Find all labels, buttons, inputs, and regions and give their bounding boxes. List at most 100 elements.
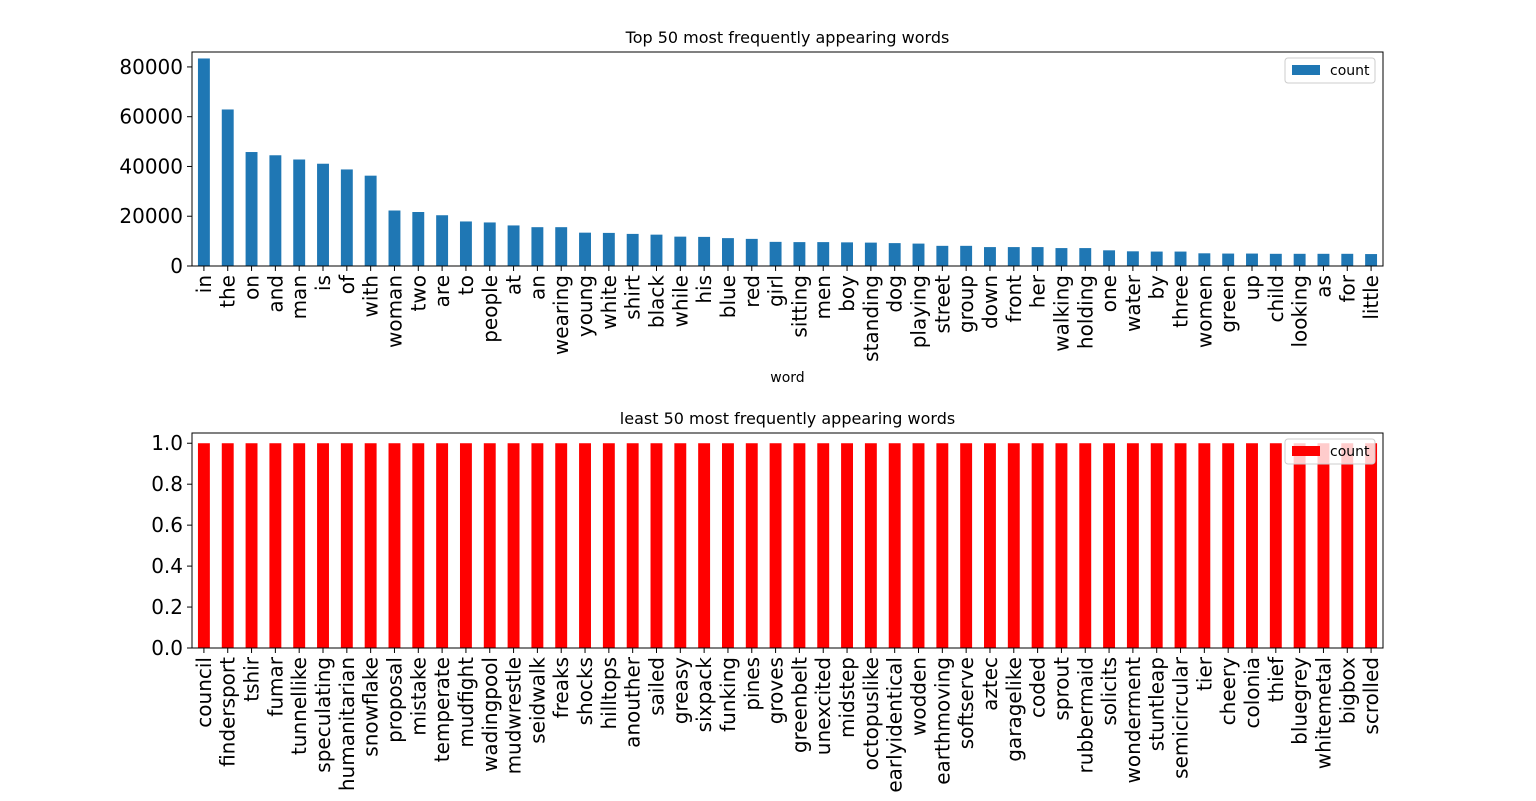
x-tick-label: with xyxy=(359,275,383,317)
bar-shocks xyxy=(579,443,591,648)
x-tick-label: thief xyxy=(1264,656,1288,702)
x-tick-label: shirt xyxy=(621,275,645,320)
bar-shirt xyxy=(626,233,639,266)
x-tick-label: wodden xyxy=(907,657,931,736)
x-tick-label: midstep xyxy=(835,657,859,738)
legend: count xyxy=(1284,57,1376,84)
bar-wonderment xyxy=(1126,443,1139,648)
x-tick-label: child xyxy=(1264,275,1288,322)
bar-women xyxy=(1198,253,1211,266)
bar-little xyxy=(1365,254,1378,266)
axes-frame xyxy=(191,51,1384,267)
x-tick-label: wonderment xyxy=(1121,657,1145,784)
bar-an xyxy=(531,227,544,266)
x-tick-label: wearing xyxy=(549,275,573,355)
bar-are xyxy=(436,215,449,266)
x-tick-label: looking xyxy=(1288,275,1312,348)
bar-of xyxy=(340,169,353,266)
bar-his xyxy=(698,236,711,266)
x-tick-label: of xyxy=(335,274,359,294)
bar-whitemetal xyxy=(1317,443,1330,648)
x-tick-label: walking xyxy=(1049,275,1073,352)
bar-cheery xyxy=(1222,443,1235,648)
legend-swatch xyxy=(1292,65,1320,75)
bar-holding xyxy=(1079,248,1092,266)
bar-hilltops xyxy=(602,443,615,648)
x-tick-label: dog xyxy=(883,275,907,313)
bar-fumar xyxy=(269,443,282,648)
bar-proposal xyxy=(388,443,401,648)
x-tick-label: sprout xyxy=(1049,657,1073,721)
bar-thief xyxy=(1269,443,1282,648)
x-tick-label: his xyxy=(692,275,716,304)
bar-three xyxy=(1174,251,1187,266)
x-tick-label: playing xyxy=(907,275,931,348)
x-tick-label: pines xyxy=(740,657,764,711)
bar-greasy xyxy=(674,443,687,648)
bar-unexcited xyxy=(817,443,830,648)
x-tick-label: rubbermaid xyxy=(1073,657,1097,773)
bar-mudfight xyxy=(459,443,472,648)
bar-octopuslike xyxy=(864,443,877,648)
bar-street xyxy=(936,245,949,266)
x-tick-label: blue xyxy=(716,275,740,318)
x-tick-label: wadingpool xyxy=(478,657,502,772)
x-tick-label: mudwrestle xyxy=(502,657,526,774)
bar-and xyxy=(269,155,282,266)
bar-one xyxy=(1103,250,1116,266)
x-tick-label: girl xyxy=(764,275,788,307)
chart-title: least 50 most frequently appearing words xyxy=(620,409,955,428)
y-tick-label: 1.0 xyxy=(151,431,183,455)
x-tick-label: and xyxy=(263,275,287,313)
bar-black xyxy=(650,234,663,266)
bar-men xyxy=(817,242,830,266)
least-words-chart: 0.0 0.2 0.4 0.6 0.8 1.0 council findersport tshi… xyxy=(151,409,1384,793)
x-tick-label: women xyxy=(1192,275,1216,348)
x-axis-label: word xyxy=(770,370,804,386)
y-tick-label: 0.8 xyxy=(151,472,183,496)
x-tick-label: sitting xyxy=(787,275,811,338)
y-tick-label: 40000 xyxy=(119,154,183,178)
bar-sailed xyxy=(650,443,663,648)
x-tick-label: young xyxy=(573,275,597,337)
axes-frame xyxy=(191,432,1384,649)
bar-rubbermaid xyxy=(1079,443,1092,648)
legend: count xyxy=(1284,438,1376,465)
x-tick-label: her xyxy=(1026,274,1050,308)
bar-bigbox xyxy=(1341,443,1354,648)
x-tick-label: tunnellike xyxy=(287,657,311,755)
x-tick-label: stuntleap xyxy=(1145,657,1169,751)
x-tick-label: aztec xyxy=(978,657,1002,711)
legend-label: count xyxy=(1330,444,1370,460)
bar-water xyxy=(1126,251,1139,266)
x-tick-label: one xyxy=(1097,275,1121,312)
x-tick-label: man xyxy=(287,275,311,319)
x-tick-label: snowflake xyxy=(359,657,383,757)
bar-mudwrestle xyxy=(507,443,520,648)
bar-wodden xyxy=(912,443,925,648)
bar-funking xyxy=(722,443,734,648)
x-tick-label: colonia xyxy=(1240,657,1264,729)
bar-council xyxy=(197,443,210,648)
bar-groves xyxy=(769,443,782,648)
x-tick-label: in xyxy=(192,275,216,293)
x-tick-label: three xyxy=(1169,275,1193,328)
bar-woman xyxy=(388,210,401,266)
x-tick-label: hilltops xyxy=(597,657,621,730)
bar-two xyxy=(412,212,425,266)
x-tick-label: tier xyxy=(1192,656,1216,691)
x-tick-label: greenbelt xyxy=(787,657,811,753)
bar-looking xyxy=(1293,253,1306,266)
x-tick-label: for xyxy=(1335,274,1359,302)
bar-coded xyxy=(1031,443,1044,648)
x-tick-label: findersport xyxy=(216,657,240,767)
x-tick-label: down xyxy=(978,275,1002,329)
x-tick-label: is xyxy=(311,275,335,291)
x-tick-label: bigbox xyxy=(1335,657,1359,724)
x-tick-label: freaks xyxy=(549,657,573,718)
bar-as xyxy=(1317,253,1330,266)
x-tick-label: people xyxy=(478,275,502,343)
x-tick-label: street xyxy=(930,275,954,334)
bar-standing xyxy=(864,242,877,266)
